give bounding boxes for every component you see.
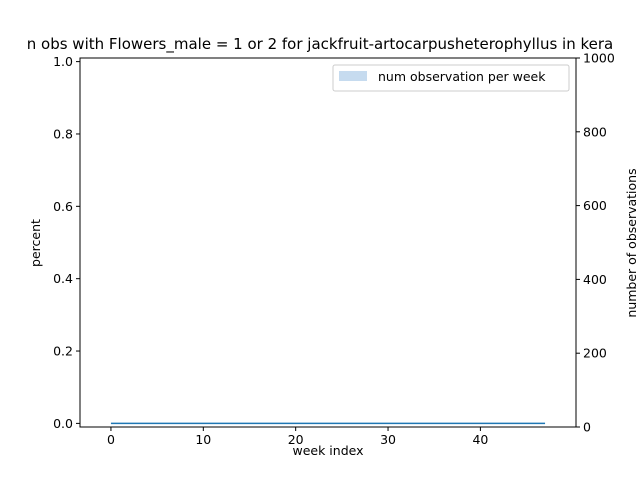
y-right-tick-label-400: 400	[583, 272, 607, 287]
y-left-tick-label-0.4: 0.4	[53, 271, 73, 286]
x-axis-ticks: 0 10 20 30 40	[107, 427, 488, 447]
x-tick-label-20: 20	[288, 432, 304, 447]
legend: num observation per week	[332, 64, 570, 92]
y-right-tick-label-600: 600	[583, 198, 607, 213]
y-right-tick-label-0: 0	[583, 420, 591, 435]
y-left-tick-label-1.0: 1.0	[53, 54, 73, 69]
legend-box	[332, 64, 570, 92]
x-tick-label-40: 40	[472, 432, 488, 447]
y-right-tick-label-1000: 1000	[583, 51, 615, 66]
x-tick-label-30: 30	[380, 432, 396, 447]
y-left-tick-label-0.0: 0.0	[53, 416, 73, 431]
y-left-tick-label-0.6: 0.6	[53, 199, 73, 214]
y-left-tick-label-0.8: 0.8	[53, 126, 73, 141]
legend-entry-label: num observation per week	[378, 69, 546, 84]
plot-frame	[79, 57, 577, 428]
y-right-axis-ticks: 0 200 400 600 800 1000	[576, 51, 615, 435]
y-left-axis-label: percent	[28, 219, 43, 267]
y-right-tick-label-200: 200	[583, 346, 607, 361]
x-axis-label: week index	[292, 443, 363, 458]
y-left-axis-ticks: 0.0 0.2 0.4 0.6 0.8 1.0	[53, 54, 80, 431]
chart-title: n obs with Flowers_male = 1 or 2 for jac…	[27, 35, 613, 54]
legend-swatch	[339, 71, 367, 81]
y-right-tick-label-800: 800	[583, 124, 607, 139]
x-tick-label-0: 0	[107, 432, 115, 447]
y-right-axis-label: number of observations	[624, 168, 639, 317]
y-left-tick-label-0.2: 0.2	[53, 344, 73, 359]
x-tick-label-10: 10	[195, 432, 211, 447]
plot-area	[79, 57, 577, 428]
